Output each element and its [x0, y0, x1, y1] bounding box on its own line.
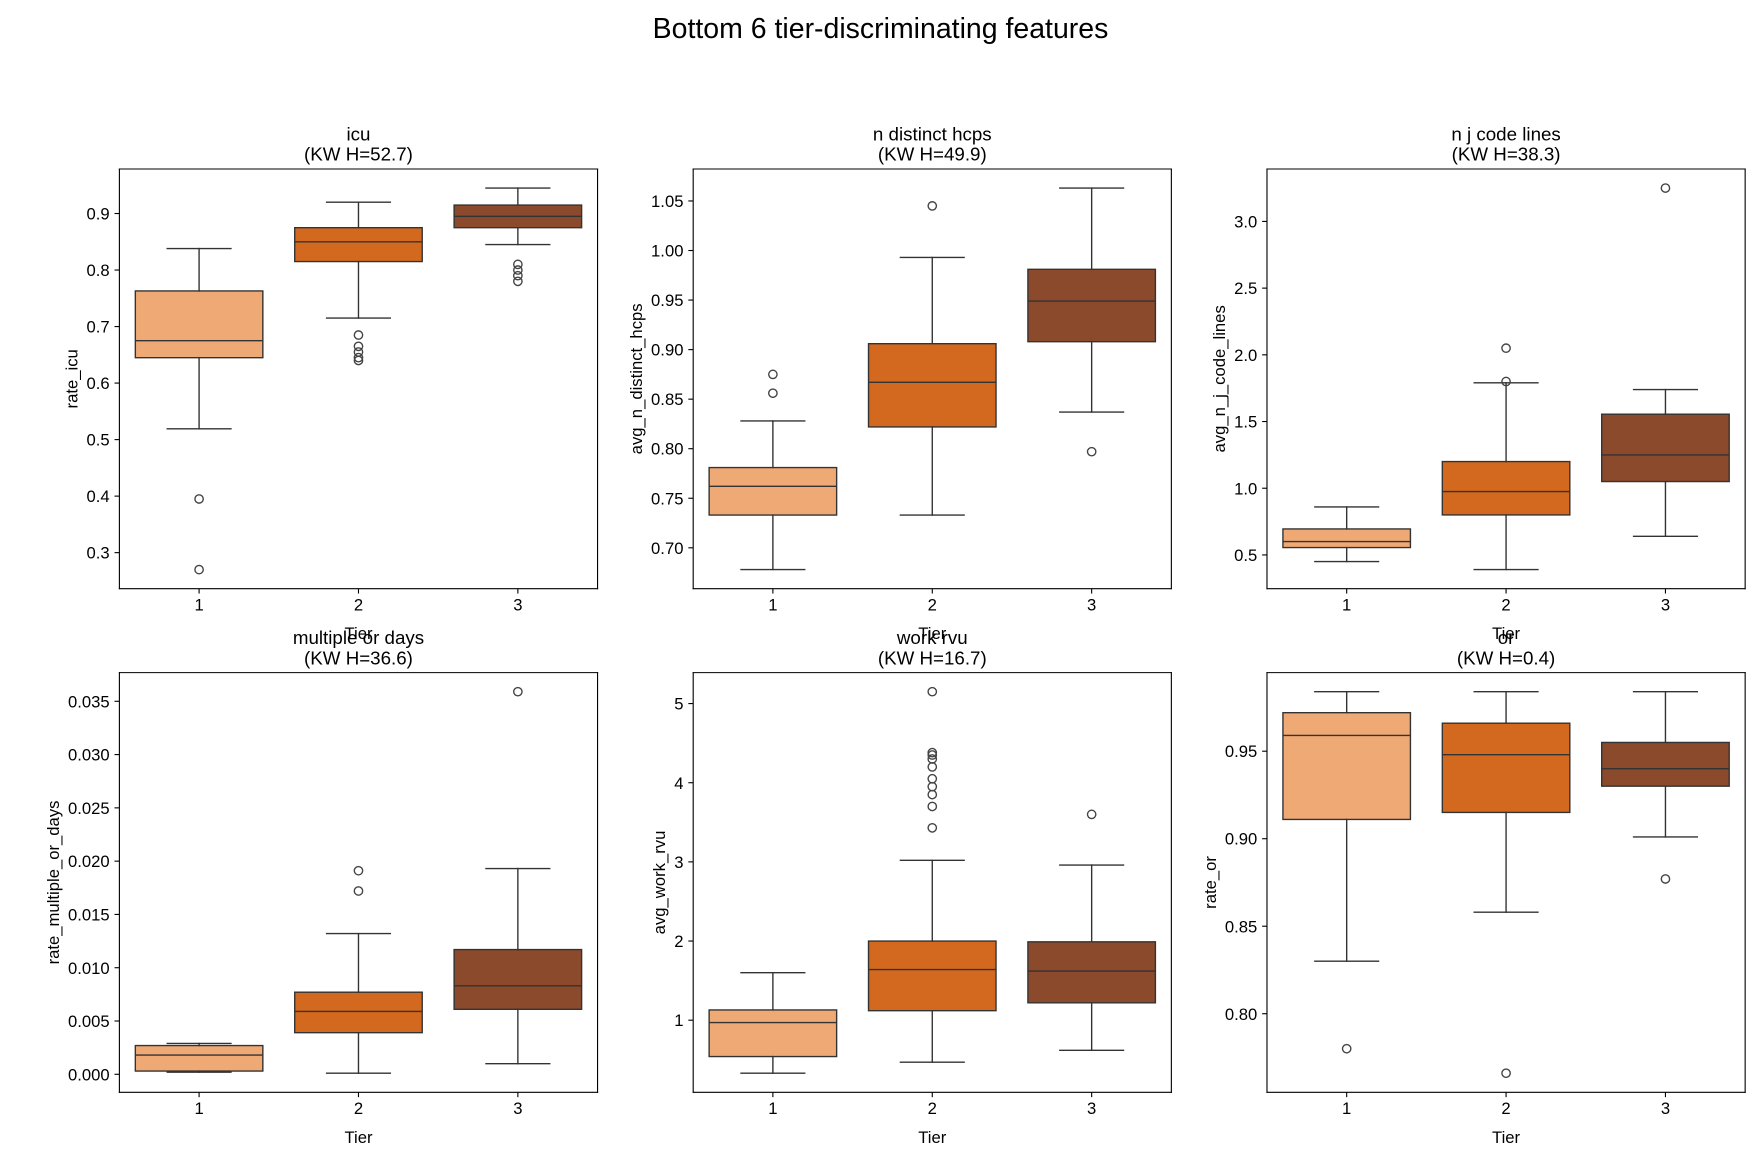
svg-text:1: 1: [768, 595, 777, 614]
svg-text:or: or: [1498, 627, 1515, 648]
svg-text:0.85: 0.85: [651, 390, 683, 409]
svg-text:1: 1: [1342, 595, 1351, 614]
svg-text:0.80: 0.80: [1225, 1005, 1257, 1024]
svg-text:0.015: 0.015: [68, 905, 110, 924]
svg-text:3: 3: [1087, 595, 1096, 614]
svg-text:3: 3: [1661, 595, 1670, 614]
svg-text:3: 3: [674, 853, 683, 872]
svg-text:avg_work_rvu: avg_work_rvu: [650, 831, 669, 935]
svg-text:2: 2: [1501, 595, 1510, 614]
svg-text:1: 1: [768, 1099, 777, 1118]
svg-text:(KW H=0.4): (KW H=0.4): [1457, 647, 1555, 668]
svg-text:1: 1: [1342, 1099, 1351, 1118]
svg-text:rate_or: rate_or: [1201, 856, 1220, 909]
svg-text:0.80: 0.80: [651, 440, 683, 459]
svg-text:2: 2: [928, 1099, 937, 1118]
svg-text:Tier: Tier: [1492, 1128, 1521, 1147]
svg-text:0.90: 0.90: [1225, 830, 1257, 849]
svg-text:0.005: 0.005: [68, 1012, 110, 1031]
svg-text:(KW H=38.3): (KW H=38.3): [1452, 144, 1561, 165]
svg-text:3: 3: [1661, 1099, 1670, 1118]
svg-text:0.030: 0.030: [68, 746, 110, 765]
svg-text:0.5: 0.5: [1234, 546, 1257, 565]
svg-text:0.9: 0.9: [87, 205, 110, 224]
svg-text:2: 2: [354, 595, 363, 614]
svg-text:1: 1: [674, 1011, 683, 1030]
svg-text:4: 4: [674, 774, 683, 793]
svg-text:2: 2: [354, 1099, 363, 1118]
svg-text:2: 2: [674, 932, 683, 951]
svg-text:0.035: 0.035: [68, 692, 110, 711]
svg-text:0.000: 0.000: [68, 1065, 110, 1084]
svg-text:(KW H=49.9): (KW H=49.9): [878, 144, 987, 165]
svg-text:1.00: 1.00: [651, 242, 683, 261]
svg-text:(KW H=52.7): (KW H=52.7): [304, 144, 413, 165]
svg-text:n j code lines: n j code lines: [1451, 123, 1560, 144]
svg-text:3: 3: [513, 595, 522, 614]
svg-text:Tier: Tier: [918, 1128, 947, 1147]
svg-text:work rvu: work rvu: [896, 627, 968, 648]
svg-text:0.95: 0.95: [1225, 742, 1257, 761]
svg-text:n distinct hcps: n distinct hcps: [873, 123, 992, 144]
svg-text:5: 5: [674, 695, 683, 714]
svg-text:0.95: 0.95: [651, 291, 683, 310]
svg-text:1.5: 1.5: [1234, 413, 1257, 432]
svg-text:rate_icu: rate_icu: [62, 349, 81, 408]
svg-text:1.0: 1.0: [1234, 479, 1257, 498]
svg-text:rate_multiple_or_days: rate_multiple_or_days: [44, 801, 63, 965]
svg-text:0.6: 0.6: [87, 374, 110, 393]
svg-text:1: 1: [194, 1099, 203, 1118]
svg-text:(KW H=16.7): (KW H=16.7): [878, 647, 987, 668]
svg-text:2.5: 2.5: [1234, 279, 1257, 298]
svg-text:1: 1: [194, 595, 203, 614]
svg-text:3: 3: [1087, 1099, 1096, 1118]
svg-text:avg_n_distinct_hcps: avg_n_distinct_hcps: [627, 303, 646, 454]
svg-text:0.75: 0.75: [651, 489, 683, 508]
svg-text:3: 3: [513, 1099, 522, 1118]
svg-text:0.025: 0.025: [68, 799, 110, 818]
svg-text:2: 2: [928, 595, 937, 614]
svg-text:0.4: 0.4: [87, 487, 110, 506]
svg-text:Tier: Tier: [344, 1128, 373, 1147]
svg-text:0.8: 0.8: [87, 261, 110, 280]
svg-text:multiple or days: multiple or days: [293, 627, 424, 648]
svg-text:0.70: 0.70: [651, 539, 683, 558]
svg-text:0.7: 0.7: [87, 318, 110, 337]
svg-text:icu: icu: [346, 123, 370, 144]
svg-text:1.05: 1.05: [651, 192, 683, 211]
svg-text:0.010: 0.010: [68, 959, 110, 978]
svg-text:0.85: 0.85: [1225, 917, 1257, 936]
svg-text:2: 2: [1501, 1099, 1510, 1118]
svg-text:0.5: 0.5: [87, 431, 110, 450]
svg-text:Bottom 6 tier-discriminating f: Bottom 6 tier-discriminating features: [653, 13, 1109, 45]
svg-text:0.90: 0.90: [651, 341, 683, 360]
svg-text:0.3: 0.3: [87, 544, 110, 563]
svg-text:3.0: 3.0: [1234, 212, 1257, 231]
svg-text:(KW H=36.6): (KW H=36.6): [304, 647, 413, 668]
svg-text:2.0: 2.0: [1234, 346, 1257, 365]
svg-text:avg_n_j_code_lines: avg_n_j_code_lines: [1210, 305, 1229, 452]
svg-text:0.020: 0.020: [68, 852, 110, 871]
